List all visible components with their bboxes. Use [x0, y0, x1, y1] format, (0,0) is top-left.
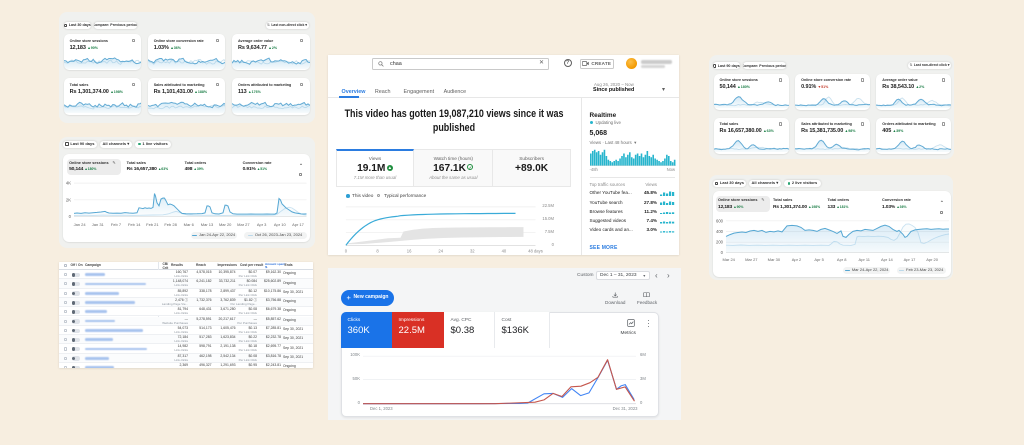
svg-text:600: 600 — [716, 218, 724, 223]
svg-text:32: 32 — [469, 249, 474, 254]
svg-text:16: 16 — [406, 249, 411, 254]
svg-text:2K: 2K — [65, 197, 70, 202]
svg-text:200: 200 — [716, 239, 724, 244]
svg-text:8: 8 — [376, 249, 379, 254]
svg-text:0: 0 — [344, 249, 347, 254]
svg-text:40: 40 — [501, 249, 506, 254]
svg-text:24: 24 — [438, 249, 443, 254]
svg-text:400: 400 — [716, 229, 724, 234]
svg-text:0: 0 — [68, 214, 71, 219]
svg-text:0: 0 — [720, 250, 723, 255]
svg-text:4K: 4K — [65, 181, 70, 186]
svg-text:48 days: 48 days — [528, 249, 543, 254]
